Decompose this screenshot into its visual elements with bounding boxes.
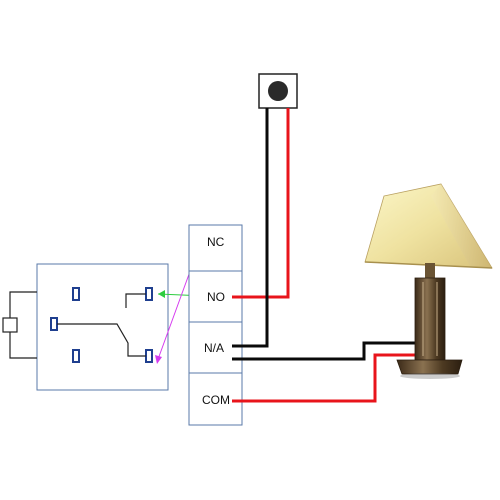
lamp-column xyxy=(414,277,446,361)
terminal-no-label: NO xyxy=(207,290,225,304)
relay-frame xyxy=(36,263,169,391)
table-lamp xyxy=(364,183,493,379)
push-button-switch xyxy=(258,73,298,109)
wires xyxy=(232,108,416,403)
relay-pin-bottom-right xyxy=(145,349,153,363)
wire-com-to-lamp xyxy=(232,353,416,403)
relay-pin-top-left xyxy=(72,287,80,301)
relay-no-contact-line xyxy=(125,293,146,308)
relay-module xyxy=(2,254,207,391)
terminal-block: NC NO N/A COM xyxy=(188,224,243,426)
relay-pin-top-right xyxy=(145,287,153,301)
terminal-com-label: COM xyxy=(202,393,230,407)
wire-switch-to-na xyxy=(232,108,269,348)
relay-pin-bottom-left xyxy=(72,349,80,363)
switch-button-icon xyxy=(268,81,288,101)
terminal-na-label: N/A xyxy=(204,341,224,355)
wire-na-to-lamp xyxy=(232,341,416,361)
relay-coil xyxy=(2,291,37,359)
terminal-nc-label: NC xyxy=(207,235,225,249)
coil-icon xyxy=(2,317,18,333)
relay-pin-mid-left xyxy=(50,317,58,331)
relay-coil-line xyxy=(57,323,146,357)
lamp-foot xyxy=(396,359,463,375)
wire-switch-to-no xyxy=(232,108,290,299)
